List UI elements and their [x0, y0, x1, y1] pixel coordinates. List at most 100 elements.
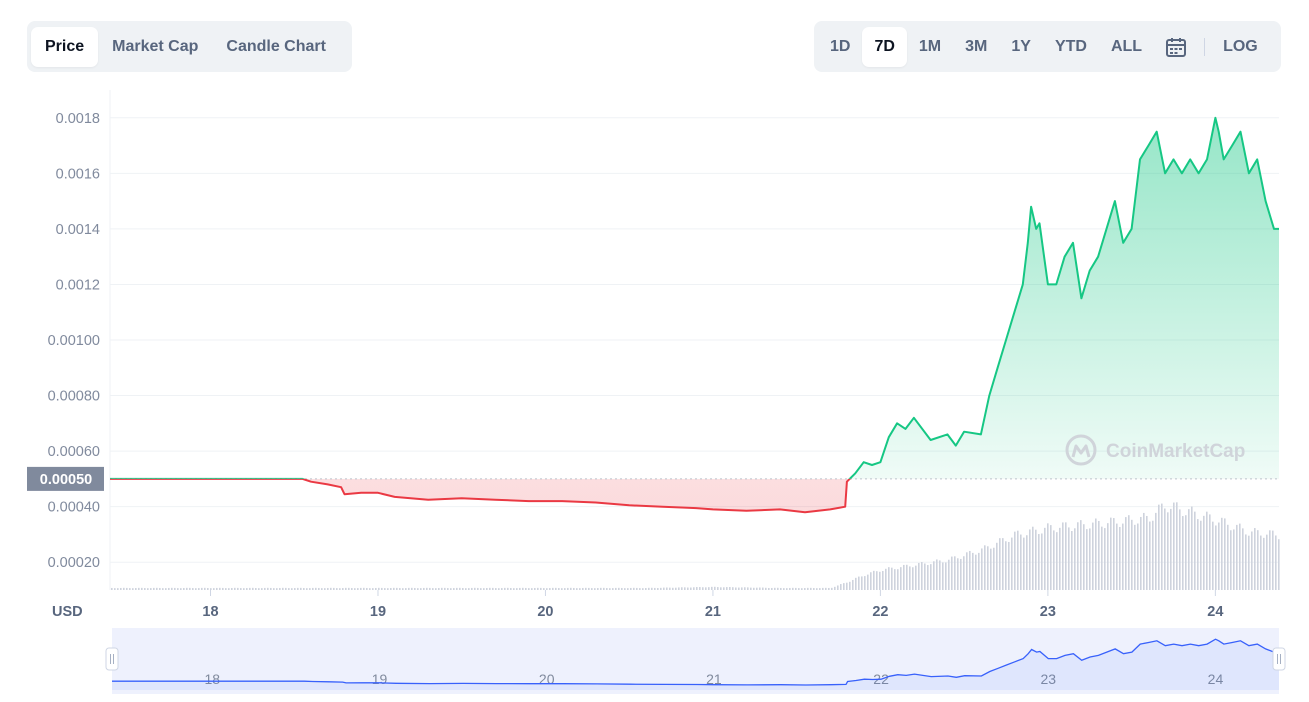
x-tick-label: 23 — [1040, 604, 1056, 620]
volume-bar — [810, 587, 812, 590]
range-ytd[interactable]: YTD — [1054, 37, 1087, 55]
volume-bar — [210, 588, 212, 590]
volume-bar — [1011, 537, 1013, 590]
y-tick-label: 0.00020 — [48, 555, 100, 571]
volume-bar — [270, 587, 272, 590]
range-1d[interactable]: 1D — [830, 37, 851, 55]
volume-bar — [579, 588, 581, 590]
volume-bar — [1131, 519, 1133, 590]
range-1m[interactable]: 1M — [918, 37, 942, 55]
volume-bar — [819, 588, 821, 590]
volume-bar — [444, 587, 446, 590]
volume-bar — [1086, 529, 1088, 590]
volume-bar — [1278, 539, 1280, 590]
volume-bar — [609, 588, 611, 590]
range-all[interactable]: ALL — [1110, 37, 1143, 55]
volume-bar — [750, 587, 752, 590]
volume-bar — [591, 588, 593, 590]
volume-bar — [534, 587, 536, 590]
volume-bar — [726, 587, 728, 590]
volume-bar — [645, 588, 647, 590]
volume-bar — [432, 588, 434, 590]
chart-type-tabs: Price Market Cap Candle Chart — [27, 21, 352, 72]
tab-market-cap[interactable]: Market Cap — [112, 37, 199, 55]
volume-bar — [945, 562, 947, 590]
range-1y[interactable]: 1Y — [1011, 37, 1031, 55]
navigator[interactable]: 18 19 20 21 22 23 24 — [105, 628, 1286, 694]
navigator-handle-left[interactable] — [105, 647, 119, 671]
navigator-window[interactable] — [112, 628, 1279, 694]
volume-bar — [684, 587, 686, 590]
volume-bar — [936, 559, 938, 590]
volume-bar — [1134, 524, 1136, 590]
volume-bar — [615, 587, 617, 590]
volume-bar — [558, 588, 560, 590]
volume-bar — [570, 587, 572, 590]
volume-bar — [1230, 530, 1232, 590]
volume-bar — [795, 587, 797, 590]
navigator-handle-right[interactable] — [1272, 647, 1286, 671]
tab-price[interactable]: Price — [31, 26, 99, 67]
volume-bar — [324, 588, 326, 590]
range-7d[interactable]: 7D — [862, 26, 907, 67]
range-3m[interactable]: 3M — [965, 37, 988, 55]
volume-bar — [870, 572, 872, 590]
volume-bar — [1227, 524, 1229, 590]
volume-bar — [468, 588, 470, 590]
volume-bar — [1158, 504, 1160, 590]
volume-bar — [411, 587, 413, 590]
volume-bar — [783, 588, 785, 590]
time-range-tabs: 1D 7D 1M 3M 1Y YTD ALL LOG — [814, 21, 1281, 72]
volume-bar — [129, 588, 131, 590]
volume-bar — [360, 587, 362, 590]
volume-bar — [516, 588, 518, 590]
volume-bar — [531, 588, 533, 590]
volume-bar — [480, 588, 482, 590]
volume-bar — [453, 588, 455, 590]
volume-bar — [306, 588, 308, 590]
volume-bar — [315, 587, 317, 590]
volume-bar — [825, 587, 827, 590]
volume-bar — [141, 587, 143, 590]
volume-bar — [381, 587, 383, 590]
calendar-icon[interactable] — [1154, 27, 1198, 67]
volume-bar — [1146, 515, 1148, 590]
volume-bar — [981, 548, 983, 590]
volume-bar — [255, 588, 257, 590]
volume-bar — [1179, 509, 1181, 590]
volume-bar — [717, 587, 719, 590]
volume-bar — [942, 562, 944, 590]
volume-bar — [1260, 535, 1262, 590]
volume-bar — [735, 587, 737, 590]
volume-bar — [1185, 515, 1187, 590]
volume-bar — [342, 588, 344, 590]
volume-bar — [1155, 512, 1157, 590]
navigator-tick-label: 24 — [1208, 671, 1224, 687]
volume-bar — [966, 552, 968, 590]
volume-bar — [567, 587, 569, 590]
volume-bar — [651, 587, 653, 590]
volume-bar — [1224, 518, 1226, 590]
tab-candle-chart[interactable]: Candle Chart — [226, 37, 326, 55]
volume-bar — [135, 588, 137, 590]
log-scale-toggle[interactable]: LOG — [1223, 37, 1258, 55]
volume-bar — [1035, 529, 1037, 590]
volume-bar — [189, 587, 191, 590]
volume-bar — [144, 588, 146, 590]
currency-label: USD — [52, 604, 83, 620]
volume-bar — [456, 587, 458, 590]
volume-bar — [186, 587, 188, 590]
volume-bar — [219, 587, 221, 590]
volume-bar — [378, 587, 380, 590]
y-tick-label: 0.00040 — [48, 500, 100, 516]
volume-bar — [822, 587, 824, 590]
volume-bar — [333, 587, 335, 590]
volume-bar — [426, 587, 428, 590]
navigator-tick-label: 21 — [706, 671, 722, 687]
y-tick-label: 0.0018 — [56, 111, 100, 127]
volume-bar — [606, 588, 608, 590]
volume-bar — [1248, 535, 1250, 590]
volume-bar — [906, 564, 908, 590]
volume-bar — [756, 587, 758, 590]
volume-bar — [402, 588, 404, 590]
